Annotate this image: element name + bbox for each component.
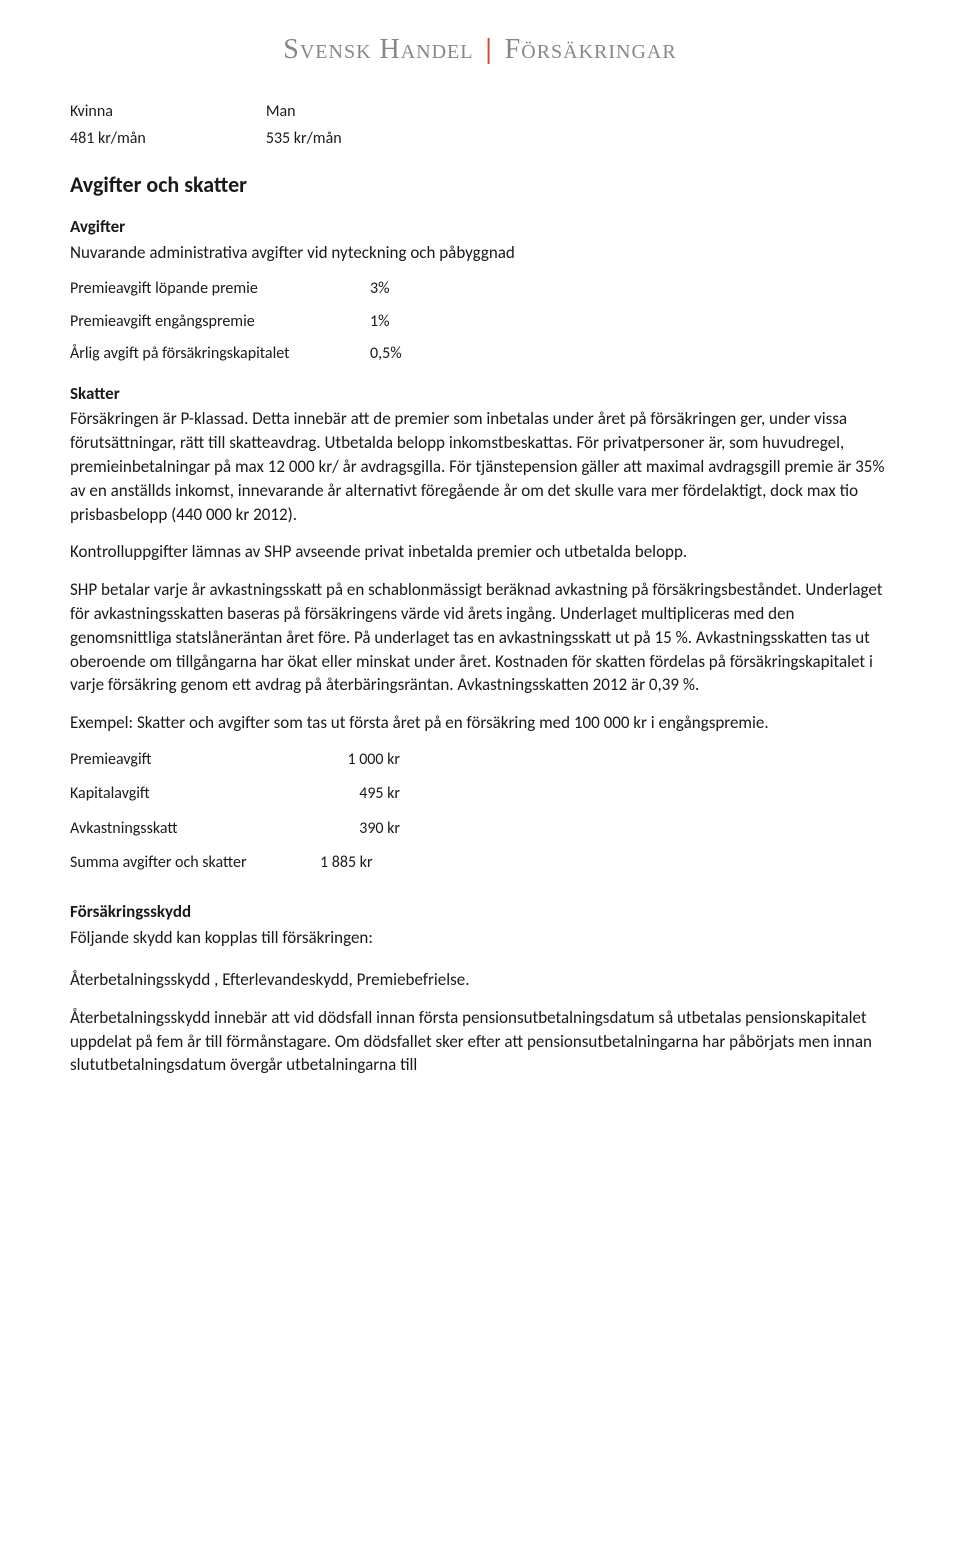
fee-value: 0,5% [370, 343, 402, 375]
logo-bar: | [486, 34, 493, 65]
logo-part2: Försäkringar [505, 34, 677, 65]
summary-value: 1 885 kr [320, 852, 400, 886]
fee-label: Årlig avgift på försäkringskapitalet [70, 343, 370, 375]
gender-header-kvinna: Kvinna [70, 101, 266, 127]
summary-value: 390 kr [320, 818, 400, 852]
repay-paragraph: Återbetalningsskydd innebär att vid döds… [70, 1006, 890, 1077]
logo-part1: Svensk Handel [283, 34, 473, 65]
summary-value: 495 kr [320, 783, 400, 817]
summary-table: Premieavgift 1 000 kr Kapitalavgift 495 … [70, 749, 400, 887]
taxes-paragraph-1: Försäkringen är P-klassad. Detta innebär… [70, 407, 890, 526]
fee-table: Premieavgift löpande premie 3% Premieavg… [70, 278, 402, 375]
taxes-paragraph-3: SHP betalar varje år avkastningsskatt på… [70, 578, 890, 697]
summary-label: Avkastningsskatt [70, 818, 320, 852]
gender-value-kvinna: 481 kr/mån [70, 128, 266, 154]
brand-logo: Svensk Handel | Försäkringar [70, 30, 890, 69]
summary-label: Premieavgift [70, 749, 320, 783]
fee-label: Premieavgift engångspremie [70, 311, 370, 343]
gender-header-man: Man [266, 101, 342, 127]
fee-label: Premieavgift löpande premie [70, 278, 370, 310]
fee-value: 3% [370, 278, 402, 310]
example-paragraph: Exempel: Skatter och avgifter som tas ut… [70, 711, 890, 735]
fees-heading: Avgifter och skatter [70, 170, 890, 201]
protection-heading: Försäkringsskydd [70, 900, 890, 924]
taxes-subheading: Skatter [70, 382, 890, 406]
fees-subheading: Avgifter [70, 215, 890, 239]
protection-intro: Följande skydd kan kopplas till försäkri… [70, 926, 890, 950]
fees-intro: Nuvarande administrativa avgifter vid ny… [70, 241, 890, 265]
summary-label: Summa avgifter och skatter [70, 852, 320, 886]
gender-value-man: 535 kr/mån [266, 128, 342, 154]
taxes-paragraph-2: Kontrolluppgifter lämnas av SHP avseende… [70, 540, 890, 564]
summary-label: Kapitalavgift [70, 783, 320, 817]
gender-table: Kvinna Man 481 kr/mån 535 kr/mån [70, 101, 342, 154]
protection-list: Återbetalningsskydd , Efterlevandeskydd,… [70, 968, 890, 992]
fee-value: 1% [370, 311, 402, 343]
summary-value: 1 000 kr [320, 749, 400, 783]
